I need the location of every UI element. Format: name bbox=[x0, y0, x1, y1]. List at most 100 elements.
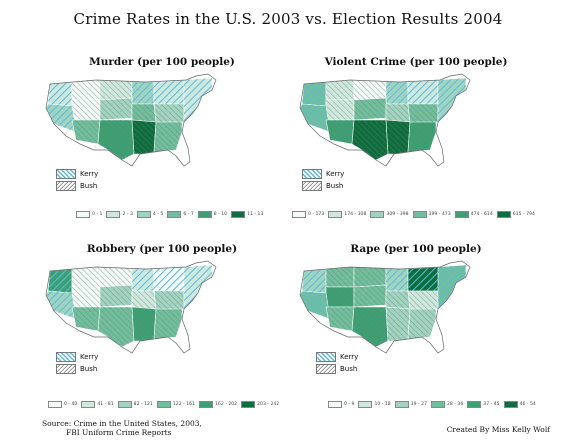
bush-label: Bush bbox=[340, 365, 358, 373]
rate-scale-legend: 0 - 9 10 - 18 19 - 27 28 - 36 37 - 45 46 - 54 bbox=[328, 401, 540, 408]
kerry-hatch bbox=[302, 82, 326, 106]
kerry-hatch bbox=[408, 80, 440, 104]
bush-hatch bbox=[326, 287, 354, 307]
scale-item: 0 - 1 bbox=[76, 211, 102, 218]
kerry-hatch bbox=[386, 81, 408, 104]
kerry-hatch bbox=[132, 81, 154, 104]
scale-item: 10 - 18 bbox=[358, 401, 391, 408]
kerry-swatch bbox=[56, 352, 76, 362]
bush-swatch bbox=[56, 181, 76, 191]
bush-hatch bbox=[386, 104, 410, 122]
scale-item: 19 - 27 bbox=[394, 401, 427, 408]
scale-swatch bbox=[198, 401, 213, 408]
kerry-hatch bbox=[46, 291, 76, 319]
scale-swatch bbox=[328, 401, 342, 408]
kerry-hatch bbox=[184, 265, 212, 309]
scale-label: 122 - 161 bbox=[172, 402, 195, 407]
scale-label: 203 - 242 bbox=[257, 402, 280, 407]
bush-hatch bbox=[326, 80, 354, 100]
scale-item: 37 - 45 bbox=[467, 401, 500, 408]
party-legend: Kerry Bush bbox=[56, 168, 98, 192]
scale-item: 11 - 13 bbox=[231, 211, 263, 218]
bush-hatch bbox=[408, 291, 438, 309]
kerry-hatch bbox=[302, 269, 326, 293]
kerry-hatch bbox=[300, 104, 330, 132]
bush-hatch bbox=[326, 267, 354, 287]
scale-label: 10 - 18 bbox=[374, 402, 391, 407]
bush-hatch bbox=[98, 307, 134, 347]
scale-item: 203 - 242 bbox=[241, 401, 279, 408]
scale-item: 2 - 3 bbox=[106, 211, 133, 218]
scale-label: 46 - 54 bbox=[519, 402, 536, 407]
kerry-hatch bbox=[46, 104, 76, 132]
kerry-hatch bbox=[48, 82, 72, 106]
scale-item: 0 - 40 bbox=[48, 401, 77, 408]
scale-swatch bbox=[81, 401, 96, 408]
main-title: Crime Rates in the U.S. 2003 vs. Electio… bbox=[73, 10, 503, 28]
scale-label: 2 - 3 bbox=[122, 212, 133, 217]
kerry-label: Kerry bbox=[80, 170, 99, 178]
scale-swatch bbox=[292, 211, 306, 218]
source-note: Source: Crime in the United States, 2003… bbox=[42, 419, 202, 437]
bush-hatch bbox=[326, 100, 354, 120]
scale-label: 8 - 10 bbox=[213, 212, 228, 217]
us-outline bbox=[45, 260, 217, 354]
bush-hatch bbox=[386, 307, 410, 341]
kerry-label: Kerry bbox=[326, 170, 345, 178]
bush-hatch bbox=[72, 307, 100, 331]
scale-item: 0 - 9 bbox=[328, 401, 354, 408]
scale-swatch bbox=[496, 211, 511, 218]
party-legend: Kerry Bush bbox=[56, 351, 98, 375]
kerry-hatch bbox=[132, 268, 154, 291]
scale-label: 162 - 202 bbox=[214, 402, 238, 407]
bush-hatch bbox=[408, 104, 438, 122]
scale-swatch bbox=[117, 401, 132, 408]
scale-swatch bbox=[412, 211, 427, 218]
rate-scale-legend: 0 - 40 41 - 81 82 - 121 122 - 161 162 - 202 2… bbox=[48, 401, 283, 408]
scale-label: 0 - 1 bbox=[92, 212, 103, 217]
scale-label: 174 - 308 bbox=[344, 212, 367, 217]
bush-hatch bbox=[408, 120, 436, 152]
scale-swatch bbox=[394, 401, 409, 408]
bush-hatch bbox=[72, 267, 100, 287]
scale-label: 28 - 36 bbox=[447, 402, 464, 407]
kerry-hatch bbox=[184, 78, 212, 122]
bush-swatch bbox=[56, 364, 76, 374]
bush-hatch bbox=[154, 307, 182, 339]
scale-item: 122 - 161 bbox=[156, 401, 195, 408]
scale-item: 615 - 794 bbox=[496, 211, 535, 218]
scale-swatch bbox=[328, 211, 343, 218]
panel-violent-crime: Violent Crime (per 100 people) Kerry Bus… bbox=[282, 56, 550, 246]
scale-swatch bbox=[431, 401, 445, 408]
scale-label: 19 - 27 bbox=[410, 402, 427, 407]
scale-item: 399 - 473 bbox=[412, 211, 451, 218]
scale-swatch bbox=[48, 401, 62, 408]
bush-hatch bbox=[352, 120, 388, 160]
scale-item: 0 - 173 bbox=[292, 211, 324, 218]
bush-hatch bbox=[72, 80, 100, 100]
bush-swatch bbox=[316, 364, 336, 374]
panel-title: Rape (per 100 people) bbox=[350, 243, 482, 255]
panel-title: Violent Crime (per 100 people) bbox=[324, 56, 508, 68]
scale-swatch bbox=[136, 211, 151, 218]
bush-swatch bbox=[302, 181, 322, 191]
us-outline bbox=[299, 73, 471, 167]
panel-title: Robbery (per 100 people) bbox=[86, 243, 238, 255]
scale-item: 28 - 36 bbox=[431, 401, 463, 408]
scale-label: 399 - 473 bbox=[428, 212, 451, 217]
bush-hatch bbox=[154, 120, 182, 152]
scale-swatch bbox=[106, 211, 121, 218]
kerry-hatch bbox=[154, 80, 186, 104]
bush-hatch bbox=[100, 80, 132, 100]
scale-item: 41 - 81 bbox=[81, 401, 114, 408]
scale-swatch bbox=[76, 211, 90, 218]
bush-hatch bbox=[386, 291, 410, 309]
scale-swatch bbox=[370, 211, 385, 218]
scale-swatch bbox=[358, 401, 373, 408]
kerry-hatch bbox=[386, 268, 408, 291]
panel-murder: Murder (per 100 people) Kerry Bush 0 - 1… bbox=[28, 56, 296, 246]
bush-hatch bbox=[154, 291, 184, 309]
scale-label: 0 - 173 bbox=[308, 212, 325, 217]
us-outline bbox=[45, 73, 217, 167]
scale-label: 11 - 13 bbox=[247, 212, 264, 217]
